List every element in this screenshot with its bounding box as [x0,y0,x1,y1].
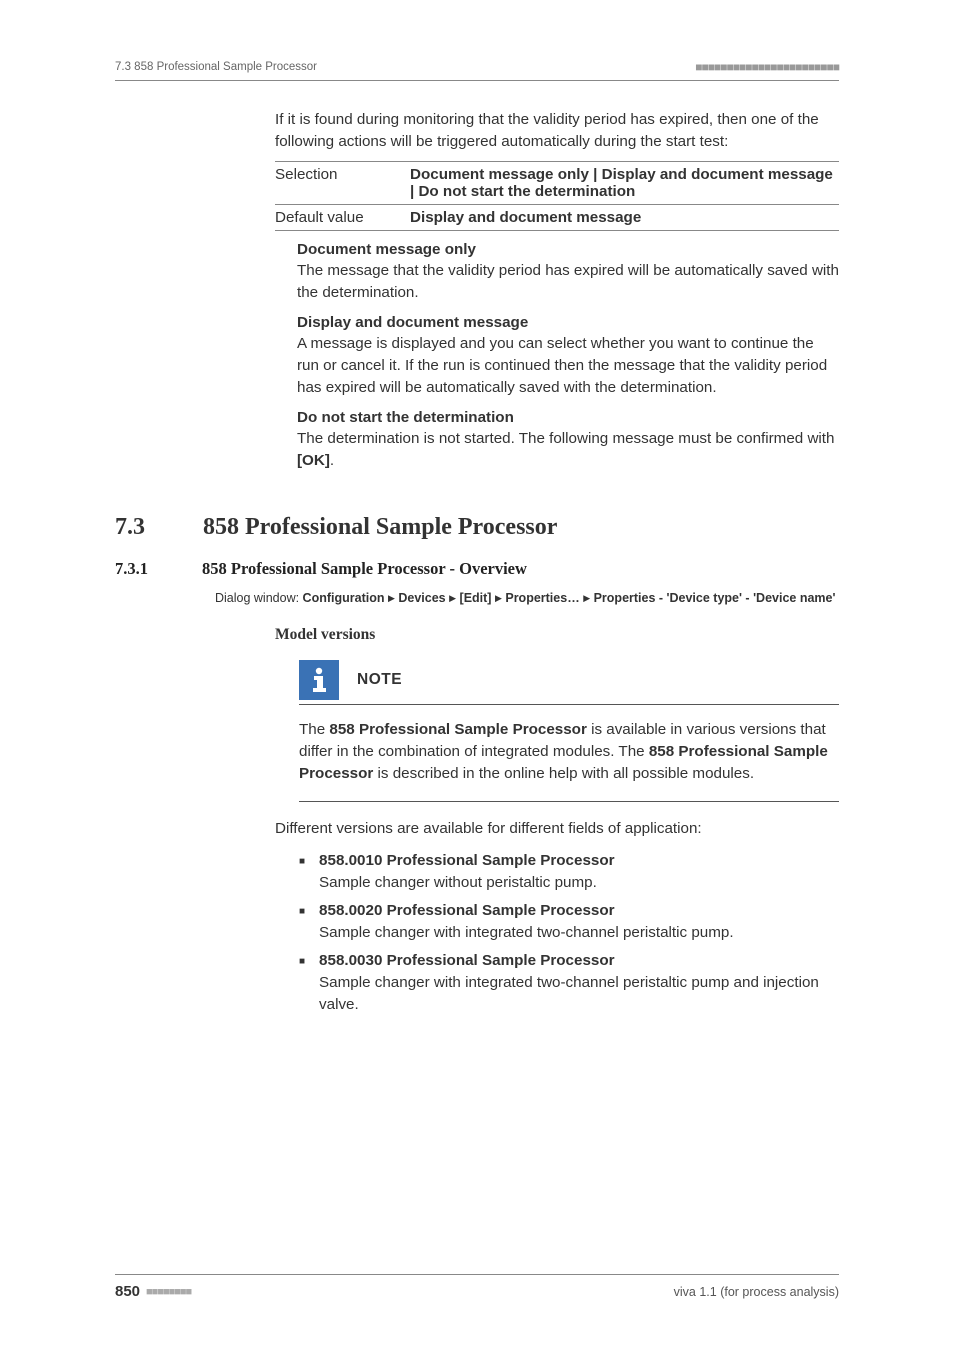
footer-right: viva 1.1 (for process analysis) [674,1285,839,1299]
footer: 850 ■■■■■■■■ viva 1.1 (for process analy… [115,1274,839,1300]
note-body: The 858 Professional Sample Processor is… [299,719,839,785]
bullet-title: 858.0020 Professional Sample Processor [319,900,734,922]
term-block: Document message only The message that t… [297,241,839,304]
note-box: NOTE The 858 Professional Sample Process… [299,660,839,802]
model-versions-heading: Model versions [275,626,839,644]
term-block: Do not start the determination The deter… [297,409,839,472]
bullet-icon: ■ [299,906,305,944]
header-left: 7.3 858 Professional Sample Processor [115,61,317,73]
list-item: ■ 858.0030 Professional Sample Processor… [299,950,839,1016]
subsection-heading: 7.3.1 858 Professional Sample Processor … [115,559,839,579]
term-body: The determination is not started. The fo… [297,428,839,472]
subsection-title: 858 Professional Sample Processor - Over… [202,559,527,579]
term-title: Do not start the determination [297,409,839,426]
bullet-title: 858.0010 Professional Sample Processor [319,850,614,872]
definition-table: Selection Document message only | Displa… [275,161,839,231]
intro-paragraph: If it is found during monitoring that th… [275,109,839,153]
after-note-paragraph: Different versions are available for dif… [275,818,839,840]
def-key: Default value [275,205,410,231]
bullet-icon: ■ [299,856,305,894]
footer-ornament: ■■■■■■■■ [146,1286,191,1298]
dialog-path: Dialog window: Configuration ▶ Devices ▶… [215,589,839,608]
bullet-icon: ■ [299,956,305,1016]
note-label: NOTE [357,671,402,689]
bullet-body: Sample changer without peristaltic pump. [319,872,614,894]
def-value: Display and document message [410,205,839,231]
bullet-body: Sample changer with integrated two-chann… [319,972,839,1016]
table-row: Selection Document message only | Displa… [275,162,839,205]
bullet-list: ■ 858.0010 Professional Sample Processor… [299,850,839,1016]
page-number: 850 [115,1283,140,1300]
def-key: Selection [275,162,410,205]
bullet-body: Sample changer with integrated two-chann… [319,922,734,944]
table-row: Default value Display and document messa… [275,205,839,231]
list-item: ■ 858.0010 Professional Sample Processor… [299,850,839,894]
header-ornament: ■■■■■■■■■■■■■■■■■■■■■■■ [695,60,839,74]
subsection-number: 7.3.1 [115,559,170,579]
running-header: 7.3 858 Professional Sample Processor ■■… [115,60,839,74]
bullet-title: 858.0030 Professional Sample Processor [319,950,839,972]
term-body: The message that the validity period has… [297,260,839,304]
term-block: Display and document message A message i… [297,314,839,399]
def-value: Document message only | Display and docu… [410,162,839,205]
term-title: Display and document message [297,314,839,331]
section-title: 858 Professional Sample Processor [203,514,557,541]
term-title: Document message only [297,241,839,258]
header-rule [115,80,839,81]
term-body: A message is displayed and you can selec… [297,333,839,399]
info-icon [299,660,339,700]
section-heading: 7.3 858 Professional Sample Processor [115,514,839,541]
section-number: 7.3 [115,514,167,541]
list-item: ■ 858.0020 Professional Sample Processor… [299,900,839,944]
